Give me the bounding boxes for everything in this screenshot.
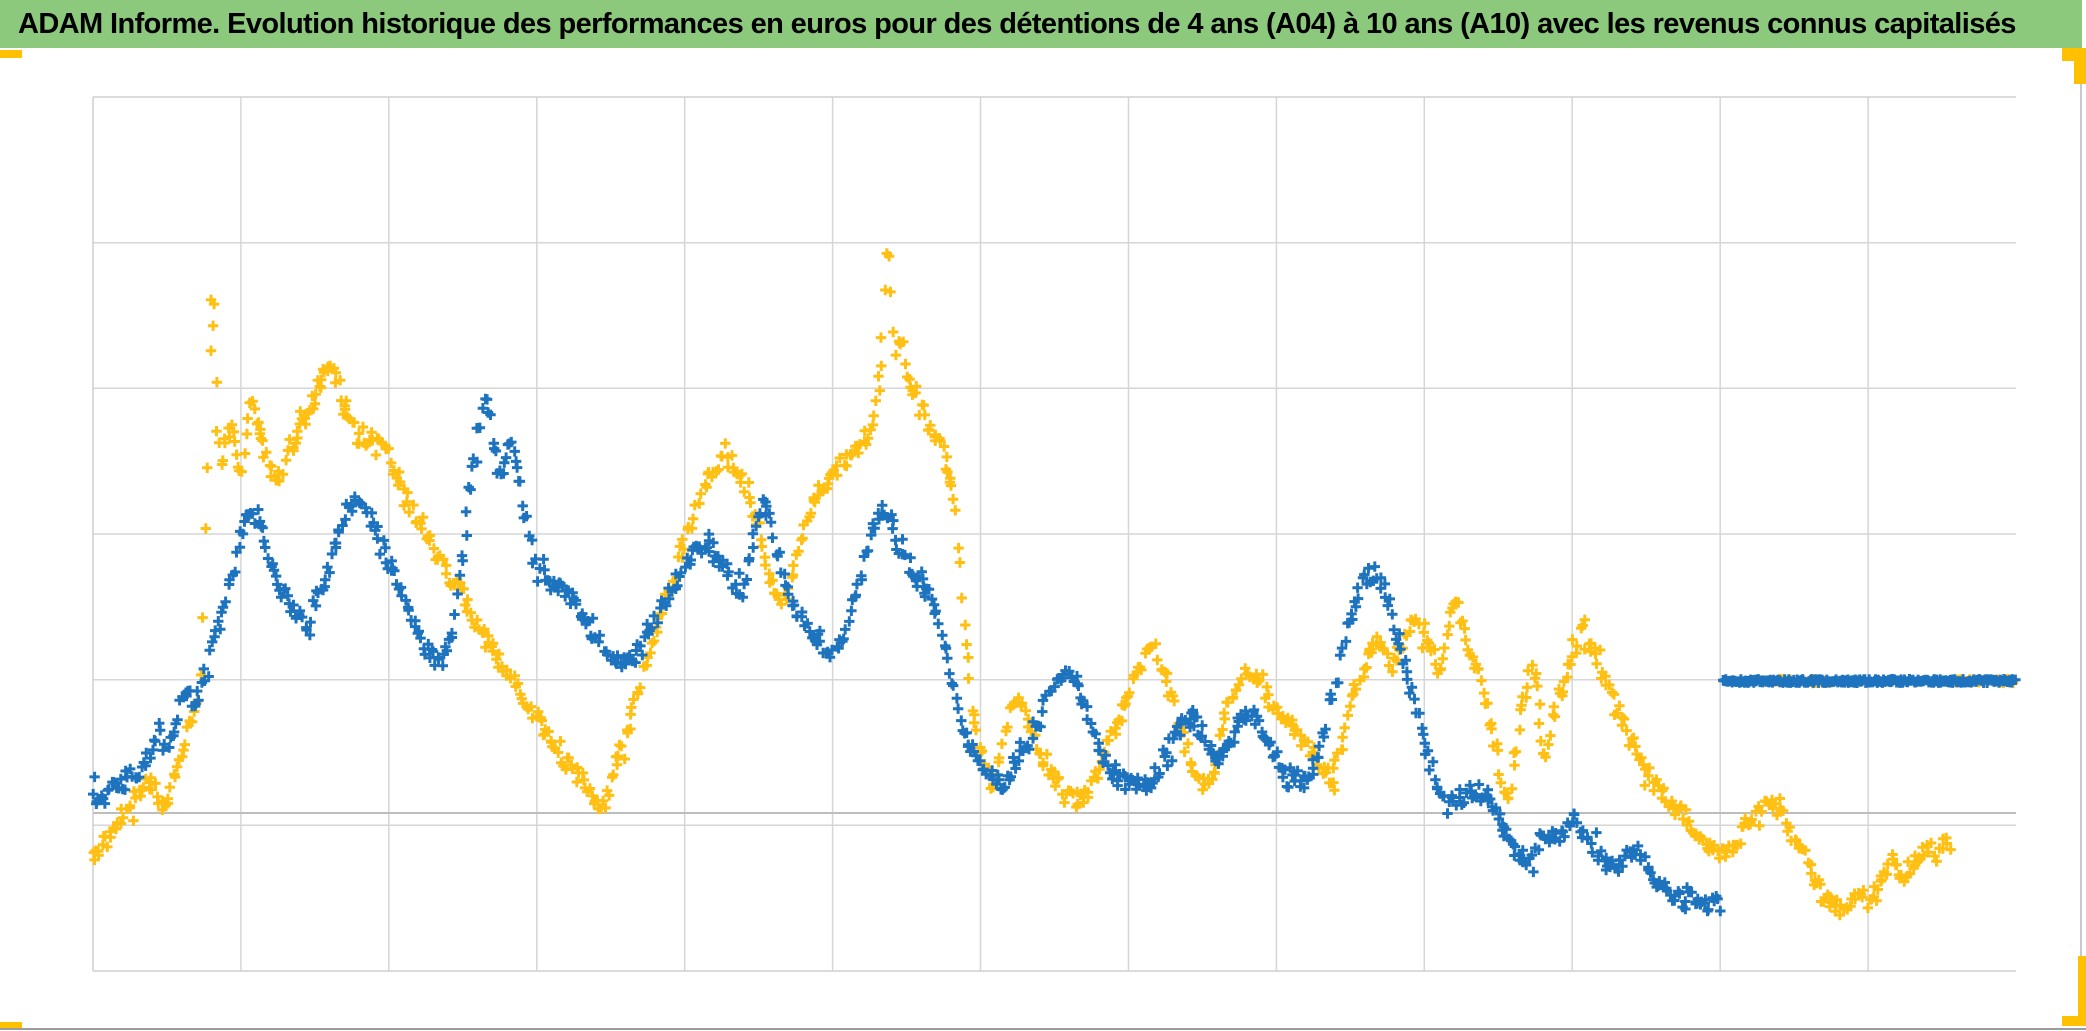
frame-accent-top-left [0,50,22,58]
frame-accent-bottom-right-leg [2078,956,2086,1020]
frame-accent-bottom-left [0,1022,22,1030]
frame-accent-bottom-right-bar [2062,1016,2086,1026]
title-bar: ADAM Informe. Evolution historique des p… [0,0,2082,48]
frame-accent-top-right-leg [2074,48,2086,84]
page-title: ADAM Informe. Evolution historique des p… [18,7,2016,40]
page-bottom-border [0,1028,2086,1030]
chart-object-right-edge [2080,84,2082,956]
